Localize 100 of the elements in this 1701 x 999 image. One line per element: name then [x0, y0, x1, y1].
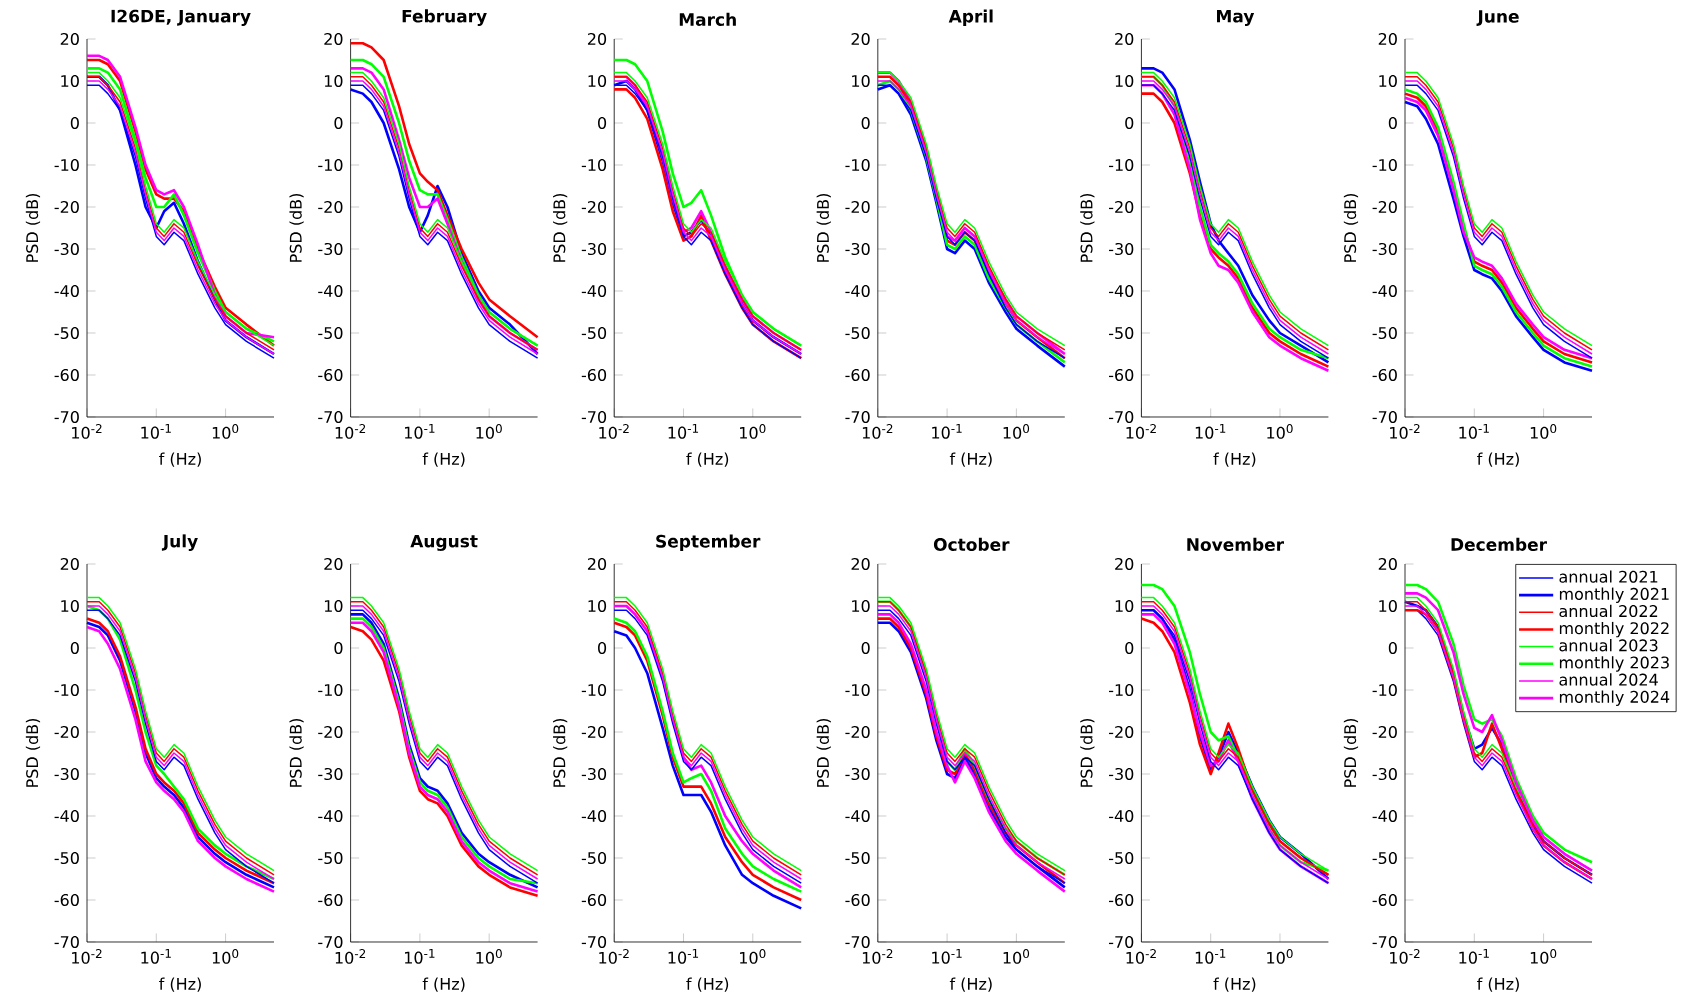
x-tick-label: 10$^{0}$: [1530, 424, 1557, 440]
x-axis-title: f (Hz): [422, 452, 465, 468]
y-tick-label: 0: [861, 642, 870, 655]
y-tick-label: 20: [60, 558, 79, 571]
y-tick-label: -20: [54, 201, 79, 214]
y-tick-label: 20: [1378, 33, 1397, 46]
y-tick-label: -70: [581, 936, 607, 949]
x-tick-label: 10$^{-1}$: [404, 949, 435, 964]
y-tick-label: 0: [334, 117, 343, 130]
x-tick-label: 10$^{-1}$: [141, 949, 171, 964]
y-tick-label: 20: [1378, 558, 1397, 571]
legend-label: annual 2021: [1559, 570, 1658, 584]
x-tick-label: 10$^{-1}$: [141, 424, 171, 439]
y-tick-label: 10: [588, 75, 607, 88]
chart-title: July: [161, 534, 198, 552]
y-tick-label: -40: [54, 285, 79, 298]
y-tick-label: -50: [318, 852, 343, 865]
y-axis-title: PSD (dB): [1343, 719, 1359, 788]
x-tick-label: 10$^{0}$: [212, 424, 239, 440]
y-tick-label: -20: [845, 201, 870, 214]
x-tick-label: 10$^{-2}$: [72, 424, 102, 440]
y-tick-label: -30: [1108, 768, 1134, 781]
chart-title: December: [1451, 538, 1547, 552]
x-tick-label: 10$^{-1}$: [404, 424, 435, 439]
chart-title: November: [1187, 538, 1285, 552]
x-tick-label: 10$^{-2}$: [862, 949, 893, 965]
x-tick-label: 10$^{0}$: [1267, 424, 1293, 440]
y-tick-label: -30: [845, 768, 870, 781]
legend-label: annual 2024: [1559, 673, 1658, 686]
x-tick-label: 10$^{0}$: [740, 949, 766, 965]
x-tick-label: 10$^{-1}$: [668, 424, 699, 439]
y-axis-title: PSD (dB): [816, 719, 831, 788]
y-tick-label: -10: [1108, 684, 1134, 697]
chart-title: May: [1217, 10, 1255, 27]
y-tick-label: -30: [581, 243, 607, 256]
y-axis-title: PSD (dB): [289, 194, 304, 263]
y-tick-label: -60: [1108, 894, 1134, 907]
y-tick-label: -20: [318, 726, 343, 739]
y-tick-label: 20: [324, 33, 343, 46]
chart-title: August: [410, 535, 478, 552]
y-tick-label: -30: [54, 768, 79, 781]
y-tick-label: -30: [1372, 243, 1397, 256]
y-tick-label: 0: [1125, 642, 1134, 655]
x-axis-title: f (Hz): [686, 452, 729, 468]
y-axis-title: PSD (dB): [1343, 194, 1359, 263]
y-tick-label: 0: [598, 117, 607, 130]
y-tick-label: -60: [318, 894, 343, 907]
y-tick-label: -50: [581, 327, 607, 340]
y-tick-label: -60: [54, 894, 79, 907]
x-tick-label: 10$^{0}$: [1003, 949, 1030, 965]
chart-title: October: [933, 538, 1010, 552]
y-tick-label: -60: [845, 369, 870, 382]
x-tick-label: 10$^{-2}$: [335, 424, 366, 440]
y-tick-label: -10: [1108, 159, 1134, 172]
chart-title: I26DE, January: [111, 9, 251, 27]
y-tick-label: -40: [318, 285, 343, 298]
x-tick-label: 10$^{-2}$: [72, 949, 102, 965]
x-tick-label: 10$^{-1}$: [1459, 424, 1489, 439]
x-tick-label: 10$^{-2}$: [599, 949, 629, 965]
x-tick-label: 10$^{0}$: [212, 949, 239, 965]
chart-title: February: [402, 9, 487, 27]
x-tick-label: 10$^{-2}$: [1390, 424, 1420, 440]
chart-title: April: [948, 9, 993, 27]
x-axis-title: f (Hz): [1477, 977, 1519, 993]
y-tick-label: -30: [54, 243, 79, 256]
x-tick-label: 10$^{-1}$: [1195, 949, 1226, 964]
y-tick-label: -20: [1372, 201, 1397, 214]
y-tick-label: -20: [1108, 201, 1134, 214]
y-tick-label: 0: [1388, 117, 1397, 130]
y-tick-label: -10: [1372, 159, 1397, 172]
y-tick-label: 10: [61, 75, 79, 88]
y-tick-label: -10: [318, 159, 343, 172]
y-tick-label: -60: [845, 894, 870, 907]
y-tick-label: -40: [54, 810, 79, 823]
y-tick-label: 0: [1125, 117, 1134, 130]
chart-title: June: [1476, 10, 1519, 27]
y-tick-label: -50: [1108, 852, 1134, 865]
y-tick-label: -50: [318, 327, 343, 340]
x-tick-label: 10$^{0}$: [1003, 424, 1030, 440]
x-axis-title: f (Hz): [159, 977, 201, 993]
y-tick-label: -60: [581, 894, 607, 907]
y-tick-label: -30: [581, 768, 607, 781]
y-tick-label: 10: [852, 75, 870, 88]
y-tick-label: 0: [1388, 642, 1397, 655]
y-tick-label: -70: [318, 936, 343, 949]
y-tick-label: -50: [54, 852, 79, 865]
chart-title: September: [656, 534, 761, 552]
y-tick-label: -60: [1372, 369, 1397, 382]
y-tick-label: -70: [54, 936, 79, 949]
y-tick-label: -40: [845, 285, 870, 298]
x-axis-title: f (Hz): [686, 977, 729, 993]
y-tick-label: -20: [581, 726, 607, 739]
x-tick-label: 10$^{-1}$: [668, 949, 699, 964]
y-tick-label: -60: [1108, 369, 1134, 382]
y-axis-title: PSD (dB): [25, 194, 41, 263]
y-tick-label: -70: [1108, 411, 1134, 424]
x-tick-label: 10$^{-2}$: [599, 424, 629, 440]
y-tick-label: 0: [861, 117, 870, 130]
y-tick-label: -30: [845, 243, 870, 256]
x-tick-label: 10$^{0}$: [476, 949, 502, 965]
